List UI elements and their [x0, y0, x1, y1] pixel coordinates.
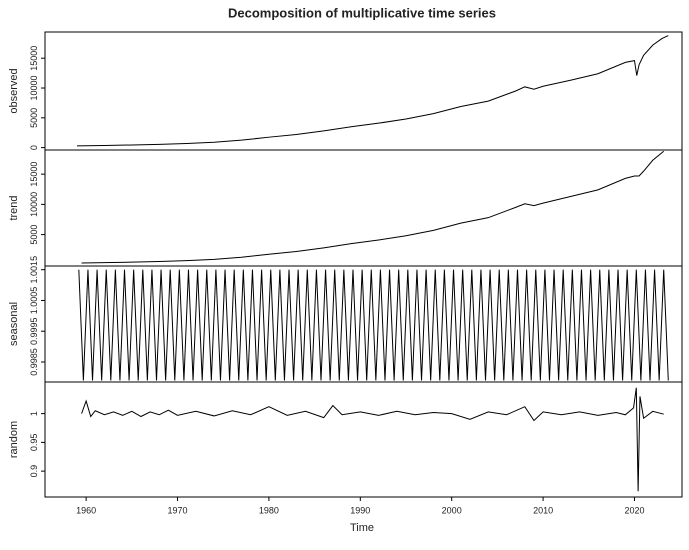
x-tick-label: 1990	[350, 505, 370, 515]
x-tick-label: 2000	[442, 505, 462, 515]
y-tick-label: 0	[29, 145, 39, 150]
series-line	[78, 269, 669, 381]
x-tick-label: 1980	[259, 505, 279, 515]
chart-title: Decomposition of multiplicative time ser…	[228, 5, 496, 20]
panel-frame	[44, 381, 683, 498]
y-axis-label: random	[8, 421, 20, 458]
y-tick-label: 10000	[29, 192, 39, 217]
x-axis-label: Time	[350, 522, 374, 534]
y-axis-label: trend	[8, 195, 20, 220]
y-axis-label: observed	[8, 68, 20, 113]
y-tick-label: 15000	[29, 46, 39, 71]
y-tick-label: 0.9	[29, 465, 39, 478]
series-line	[81, 150, 665, 264]
series-line	[81, 387, 664, 492]
y-tick-label: 5000	[29, 225, 39, 245]
y-tick-label: 1	[29, 411, 39, 416]
x-tick-label: 2020	[624, 505, 644, 515]
y-tick-label: 1.0005	[29, 287, 39, 315]
y-tick-label: 0.9995	[29, 317, 39, 345]
x-tick-label: 1960	[76, 505, 96, 515]
y-tick-label: 0.9985	[29, 348, 39, 376]
y-tick-label: 10000	[29, 76, 39, 101]
y-tick-label: 15000	[29, 162, 39, 187]
y-tick-label: 5000	[29, 108, 39, 128]
y-tick-label: 1.0015	[29, 256, 39, 284]
y-tick-label: 0.95	[29, 434, 39, 452]
series-line	[76, 35, 669, 147]
y-axis-label: seasonal	[8, 302, 20, 346]
panel-frame	[44, 31, 683, 151]
x-tick-label: 2010	[533, 505, 553, 515]
x-tick-label: 1970	[168, 505, 188, 515]
panel-frame	[44, 149, 683, 267]
